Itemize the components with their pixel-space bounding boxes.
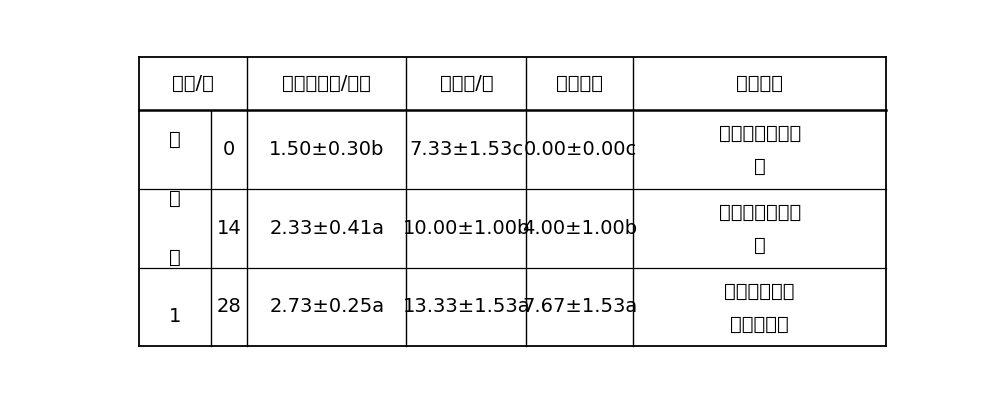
Text: 4.00±1.00b: 4.00±1.00b — [522, 219, 637, 238]
Text: 分枝数/个: 分枝数/个 — [440, 74, 493, 93]
Text: 实: 实 — [169, 130, 181, 149]
Text: 0: 0 — [223, 140, 235, 159]
Text: 14: 14 — [217, 219, 242, 238]
Text: 7.33±1.53c: 7.33±1.53c — [409, 140, 523, 159]
Text: 丛生芽高度/厘米: 丛生芽高度/厘米 — [282, 74, 371, 93]
Text: 10.00±1.00b: 10.00±1.00b — [403, 219, 530, 238]
Text: 生长情况: 生长情况 — [736, 74, 783, 93]
Text: 出芽快，分枝: 出芽快，分枝 — [724, 282, 795, 301]
Text: 2.73±0.25a: 2.73±0.25a — [269, 297, 384, 316]
Text: 绿: 绿 — [754, 157, 766, 176]
Text: 13.33±1.53a: 13.33±1.53a — [403, 297, 530, 316]
Text: 0.00±0.00c: 0.00±0.00c — [523, 140, 637, 159]
Text: 时期/天: 时期/天 — [172, 74, 214, 93]
Text: 增殖倍数: 增殖倍数 — [556, 74, 603, 93]
Text: 施: 施 — [169, 189, 181, 208]
Text: 1.50±0.30b: 1.50±0.30b — [269, 140, 385, 159]
Text: 多: 多 — [754, 236, 766, 255]
Text: 2.33±0.41a: 2.33±0.41a — [269, 219, 384, 238]
Text: 茎较粗壮，芽深: 茎较粗壮，芽深 — [719, 124, 801, 143]
Text: 例: 例 — [169, 248, 181, 267]
Text: 1: 1 — [169, 307, 181, 326]
Text: 增殖快，分枝较: 增殖快，分枝较 — [719, 203, 801, 222]
Text: 28: 28 — [217, 297, 242, 316]
Text: 多，苗深绿: 多，苗深绿 — [730, 315, 789, 334]
Text: 7.67±1.53a: 7.67±1.53a — [522, 297, 638, 316]
